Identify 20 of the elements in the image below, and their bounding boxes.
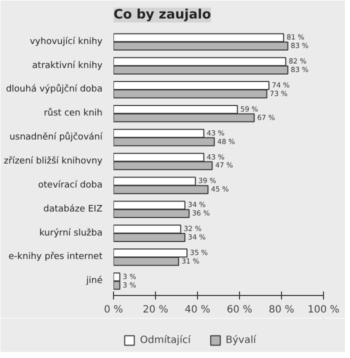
y-tick-label: dlouhá výpůjční doba [6,84,103,95]
y-tick-label: usnadnění půjčování [9,132,103,143]
y-tick-label: jiné [85,275,103,286]
y-tick-label: otevírací doba [38,179,103,190]
y-tick-label: růst cen knih [44,108,102,119]
legend-label: Odmítající [140,334,191,346]
y-tick-label: atraktivní knihy [32,60,104,71]
y-tick-label: vyhovující knihy [30,36,104,47]
x-tick-label: 60 % [226,304,252,316]
y-tick-label: databáze EIZ [43,203,103,214]
x-tick-label: 0 % [104,304,124,316]
x-tick-label: 40 % [184,304,210,316]
legend-label: Bývalí [226,334,256,346]
y-tick-label: e-knihy přes internet [8,251,103,262]
x-tick-label: 20 % [142,304,168,316]
y-tick-label: zřízení bližší knihovny [4,156,104,166]
y-tick-label: kurýrní služba [39,227,103,238]
x-tick-label: 80 % [268,304,294,316]
x-tick-label: 100 % [308,304,340,316]
chart-title: Co by zaujalo [114,8,212,22]
